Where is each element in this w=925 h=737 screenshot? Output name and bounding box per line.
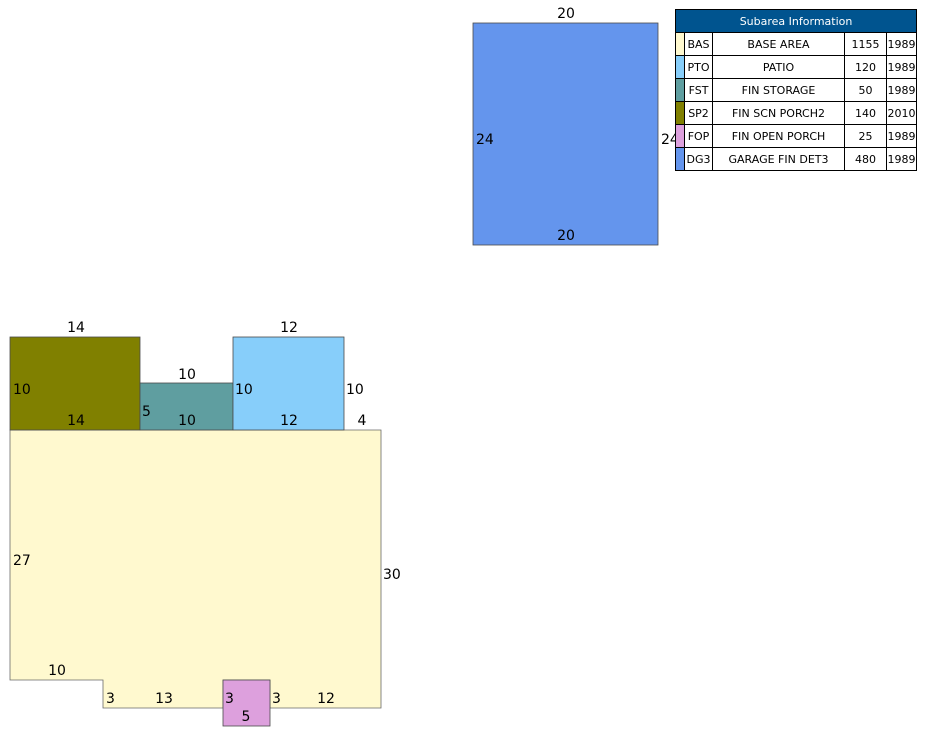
legend-title: Subarea Information <box>674 9 918 33</box>
pto-top-dim: 12 <box>280 320 298 336</box>
legend-area: 50 <box>844 78 887 102</box>
fst-top-dim: 10 <box>178 367 196 383</box>
bas-top-right-dim: 4 <box>358 413 367 429</box>
legend-body: BAS BASE AREA 1155 1989 PTO PATIO 120 1989 FST FI… <box>675 32 918 171</box>
subarea-legend-table: Subarea Information BAS BASE AREA 1155 1989… <box>674 9 918 171</box>
legend-description: BASE AREA <box>712 32 845 56</box>
fop-left-dim: 3 <box>225 691 234 707</box>
legend-code: DG3 <box>684 147 713 171</box>
legend-description: FIN SCN PORCH2 <box>712 101 845 125</box>
garage-bottom-dim: 20 <box>557 228 575 244</box>
legend-code: FOP <box>684 124 713 148</box>
legend-code: BAS <box>684 32 713 56</box>
garage-right-dim: 24 <box>661 132 679 148</box>
patio-area <box>232 336 345 431</box>
legend-row: FST FIN STORAGE 50 1989 <box>675 78 918 102</box>
legend-row: DG3 GARAGE FIN DET3 480 1989 <box>675 147 918 171</box>
legend-year: 1989 <box>885 55 918 79</box>
bas-bottom-mid-dim: 13 <box>155 691 173 707</box>
legend-area: 140 <box>844 101 887 125</box>
sp2-top-dim: 14 <box>67 320 85 336</box>
pto-bottom-dim: 12 <box>280 413 298 429</box>
bas-bottom-right-dim: 12 <box>317 691 335 707</box>
pto-left-dim: 10 <box>235 382 253 398</box>
legend-color-swatch <box>675 55 685 79</box>
legend-description: PATIO <box>712 55 845 79</box>
legend-code: SP2 <box>684 101 713 125</box>
legend-color-swatch <box>675 101 685 125</box>
legend-area: 120 <box>844 55 887 79</box>
bas-step-dim: 3 <box>106 691 115 707</box>
legend-year: 1989 <box>885 32 918 56</box>
fst-left-dim: 5 <box>142 404 151 420</box>
bas-right-dim: 30 <box>383 567 401 583</box>
legend-description: FIN OPEN PORCH <box>712 124 845 148</box>
garage-area <box>472 22 659 246</box>
legend-row: PTO PATIO 120 1989 <box>675 55 918 79</box>
bas-left-dim: 27 <box>13 553 31 569</box>
legend-year: 2010 <box>885 101 918 125</box>
legend-year: 1989 <box>885 78 918 102</box>
legend-area: 480 <box>844 147 887 171</box>
legend-color-swatch <box>675 32 685 56</box>
legend-area: 25 <box>844 124 887 148</box>
legend-year: 1989 <box>885 147 918 171</box>
fst-bottom-dim: 10 <box>178 413 196 429</box>
legend-year: 1989 <box>885 124 918 148</box>
legend-row: SP2 FIN SCN PORCH2 140 2010 <box>675 101 918 125</box>
pto-right-dim: 10 <box>346 382 364 398</box>
storage-area <box>139 382 234 431</box>
sp2-left-dim: 10 <box>13 382 31 398</box>
legend-row: BAS BASE AREA 1155 1989 <box>675 32 918 56</box>
legend-area: 1155 <box>844 32 887 56</box>
legend-row: FOP FIN OPEN PORCH 25 1989 <box>675 124 918 148</box>
sp2-bottom-dim: 14 <box>67 413 85 429</box>
fop-right-dim: 3 <box>272 691 281 707</box>
legend-code: FST <box>684 78 713 102</box>
bas-bottom-left-dim: 10 <box>48 663 66 679</box>
legend-code: PTO <box>684 55 713 79</box>
legend-color-swatch <box>675 124 685 148</box>
open-porch-area <box>222 679 271 727</box>
legend-description: GARAGE FIN DET3 <box>712 147 845 171</box>
fop-bottom-dim: 5 <box>242 709 251 725</box>
legend-description: FIN STORAGE <box>712 78 845 102</box>
screened-porch-area <box>9 336 141 431</box>
legend-color-swatch <box>675 78 685 102</box>
garage-top-dim: 20 <box>557 6 575 22</box>
legend-color-swatch <box>675 147 685 171</box>
garage-left-dim: 24 <box>476 132 494 148</box>
